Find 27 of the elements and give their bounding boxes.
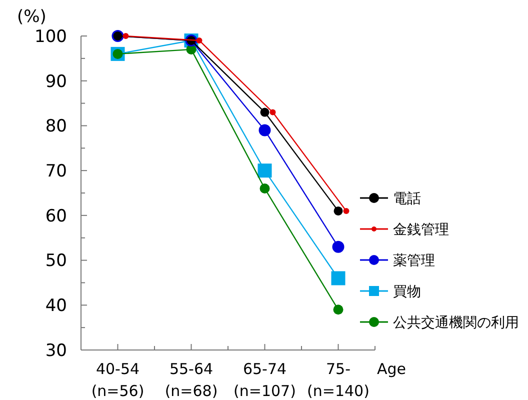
x-tick-label: 55-64 (n=68)	[164, 360, 218, 400]
y-tick-label: 100	[34, 26, 67, 47]
point	[258, 164, 272, 178]
point	[260, 184, 270, 194]
point	[334, 206, 343, 216]
y-tick-label: 50	[45, 251, 67, 272]
point	[331, 271, 346, 286]
point	[333, 304, 344, 315]
point	[332, 240, 344, 253]
x-tick-label: 40-54 (n=56)	[91, 360, 144, 400]
legend-label: 金銭管理	[393, 222, 449, 238]
y-tick-label: 90	[45, 72, 67, 92]
y-tick-label: 30	[45, 340, 67, 361]
legend-label: 薬管理	[393, 253, 435, 269]
x-tick-label: 65-74 (n=107)	[234, 360, 296, 400]
legend-label: 電話	[393, 191, 421, 207]
legend-label: 公共交通機関の利用	[393, 315, 519, 331]
y-tick-label: 70	[45, 162, 67, 182]
y-axis-title: (%)	[17, 7, 46, 27]
point	[258, 124, 271, 136]
y-tick-label: 80	[45, 116, 67, 137]
legend-label: 買物	[393, 284, 421, 300]
y-tick-label: 40	[45, 296, 67, 316]
x-tick-label: 75- (n=140)	[307, 360, 370, 400]
y-tick-label: 60	[45, 206, 67, 226]
x-axis-title: Age	[377, 360, 406, 378]
point	[260, 108, 270, 117]
